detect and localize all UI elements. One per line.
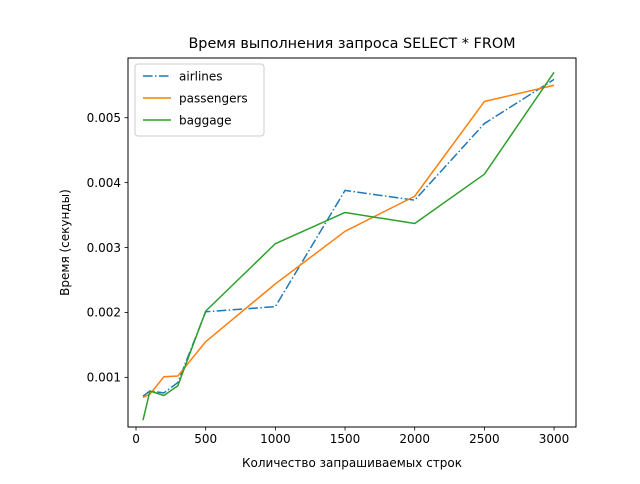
legend-box	[134, 63, 265, 137]
legend-label-passengers: passengers	[179, 91, 248, 105]
x-axis-label: Количество запрашиваемых строк	[242, 456, 462, 470]
x-axis-ticks: 0 500 1000 1500 2000 2500 3000	[132, 427, 569, 446]
series-line-passengers	[142, 84, 555, 399]
y-tick-label: 0.001	[87, 371, 121, 385]
series-line-baggage	[142, 71, 555, 421]
y-axis-ticks: 0.001 0.002 0.003 0.004 0.005	[87, 111, 128, 385]
x-tick-label: 1500	[330, 432, 361, 446]
y-tick-label: 0.003	[87, 241, 121, 255]
y-axis-label: Время (секунды)	[58, 189, 72, 296]
legend-label-airlines: airlines	[179, 69, 223, 83]
x-tick-label: 0	[132, 432, 140, 446]
x-tick-label: 500	[194, 432, 217, 446]
y-tick-label: 0.005	[87, 111, 121, 125]
x-tick-label: 2000	[399, 432, 430, 446]
legend-label-baggage: baggage	[179, 113, 232, 127]
plot-lines	[142, 71, 555, 421]
x-tick-label: 1000	[260, 432, 291, 446]
x-tick-label: 2500	[469, 432, 500, 446]
chart-title: Время выполнения запроса SELECT * FROM	[188, 36, 515, 52]
y-tick-label: 0.004	[87, 176, 121, 190]
plot-frame	[127, 57, 577, 428]
legend: airlines passengers baggage	[134, 63, 265, 137]
series-line-airlines	[142, 78, 555, 397]
x-tick-label: 3000	[539, 432, 570, 446]
y-tick-label: 0.002	[87, 306, 121, 320]
